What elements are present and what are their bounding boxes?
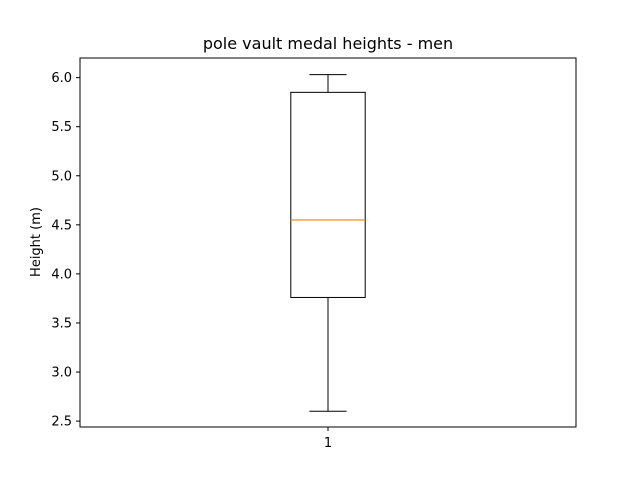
chart-title: pole vault medal heights - men [203, 34, 453, 53]
y-axis-label: Height (m) [29, 207, 44, 277]
y-tick-label: 4.0 [51, 267, 72, 282]
y-tick-label: 6.0 [51, 71, 72, 86]
y-tick-label: 2.5 [51, 415, 72, 430]
plot-area: 2.5 3.0 3.5 4.0 4.5 5.0 5.5 6.0 1 [51, 57, 577, 451]
y-tick-label: 5.0 [51, 169, 72, 184]
y-tick-label: 5.5 [51, 120, 72, 135]
x-tick-label: 1 [324, 436, 332, 451]
y-tick-label: 3.0 [51, 366, 72, 381]
y-tick-label: 3.5 [51, 316, 72, 331]
box-plot [290, 74, 366, 412]
iqr-box [290, 91, 366, 298]
y-tick-label: 4.5 [51, 218, 72, 233]
